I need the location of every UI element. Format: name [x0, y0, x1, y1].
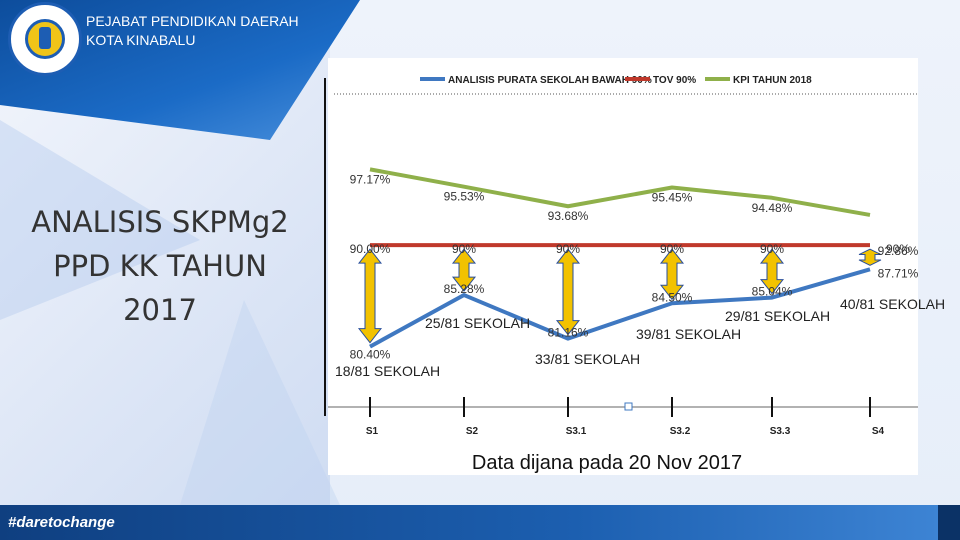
sekolah-annotation: 18/81 SEKOLAH	[335, 363, 440, 379]
data-label: 90.00%	[350, 242, 391, 256]
data-label: 85.04%	[752, 285, 793, 299]
axis-handle	[624, 402, 633, 411]
x-tick-label: S2	[466, 426, 479, 437]
annotations: 18/81 SEKOLAH 25/81 SEKOLAH 33/81 SEKOLAH 3…	[335, 296, 945, 379]
sekolah-annotation: 33/81 SEKOLAH	[535, 351, 640, 367]
hashtag-text: #daretochange	[8, 514, 115, 531]
data-label: 90%	[886, 242, 910, 256]
title-line-1: ANALISIS SKPMg2	[31, 205, 289, 239]
data-label: 94.48%	[752, 201, 793, 215]
slide-title: ANALISIS SKPMg2 PPD KK TAHUN 2017	[10, 200, 310, 332]
title-line-2: PPD KK TAHUN	[53, 249, 267, 283]
gap-arrows	[357, 248, 882, 344]
data-label: 85.28%	[444, 282, 485, 296]
legend-label: KPI TAHUN 2018	[733, 75, 812, 86]
series-line	[369, 167, 871, 217]
footer-corner	[938, 505, 960, 540]
chart-panel	[328, 58, 918, 475]
data-label: 84.50%	[652, 290, 693, 304]
footer-bar: #daretochange	[0, 505, 960, 540]
chart-left-border	[324, 78, 326, 416]
data-labels: 80.40% 85.28% 81.16% 84.50% 85.04% 87.71% 90.0…	[350, 172, 919, 361]
x-tick-label: S1	[366, 426, 379, 437]
legend-label: ANALISIS PURATA SEKOLAH BAWAH 90%	[448, 75, 652, 86]
ppd-logo-icon	[8, 2, 82, 76]
org-line-2: KOTA KINABALU	[86, 32, 196, 48]
x-axis: S1 S2 S3.1 S3.2 S3.3 S4	[328, 397, 918, 437]
data-label: 80.40%	[350, 348, 391, 362]
data-label: 97.17%	[350, 172, 391, 186]
sekolah-annotation: 25/81 SEKOLAH	[425, 315, 530, 331]
sekolah-annotation: 40/81 SEKOLAH	[840, 296, 945, 312]
x-tick-label: S3.3	[770, 426, 791, 437]
data-label: 81.16%	[548, 326, 589, 340]
data-label: 90%	[556, 242, 580, 256]
x-tick-label: S3.1	[566, 426, 587, 437]
organization-name: PEJABAT PENDIDIKAN DAERAH KOTA KINABALU	[86, 12, 299, 50]
series-layer	[369, 167, 871, 349]
data-label: 93.68%	[548, 209, 589, 223]
sekolah-annotation: 29/81 SEKOLAH	[725, 308, 830, 324]
data-label: 87.71%	[878, 266, 919, 280]
series-line	[369, 267, 871, 349]
gap-arrow	[451, 248, 477, 292]
org-line-1: PEJABAT PENDIDIKAN DAERAH	[86, 13, 299, 29]
data-label: 95.53%	[444, 190, 485, 204]
data-date-note: Data dijana pada 20 Nov 2017	[472, 452, 742, 474]
chart-legend: ANALISIS PURATA SEKOLAH BAWAH 90% TOV 90%…	[420, 75, 812, 86]
gap-arrow	[858, 248, 882, 266]
x-tick-label: S4	[872, 426, 885, 437]
data-label: 90%	[452, 242, 476, 256]
gap-arrow	[357, 248, 383, 344]
title-line-3: 2017	[123, 293, 197, 327]
data-label: 90%	[660, 242, 684, 256]
data-label: 95.45%	[652, 191, 693, 205]
gap-arrow	[759, 248, 785, 295]
data-label: 92.86%	[878, 244, 919, 258]
logo-mark	[39, 27, 51, 49]
data-label: 90%	[760, 242, 784, 256]
gap-arrow	[555, 248, 581, 336]
gap-arrow	[659, 248, 685, 301]
sekolah-annotation: 39/81 SEKOLAH	[636, 326, 741, 342]
legend-label: TOV 90%	[653, 75, 696, 86]
x-tick-label: S3.2	[670, 426, 691, 437]
